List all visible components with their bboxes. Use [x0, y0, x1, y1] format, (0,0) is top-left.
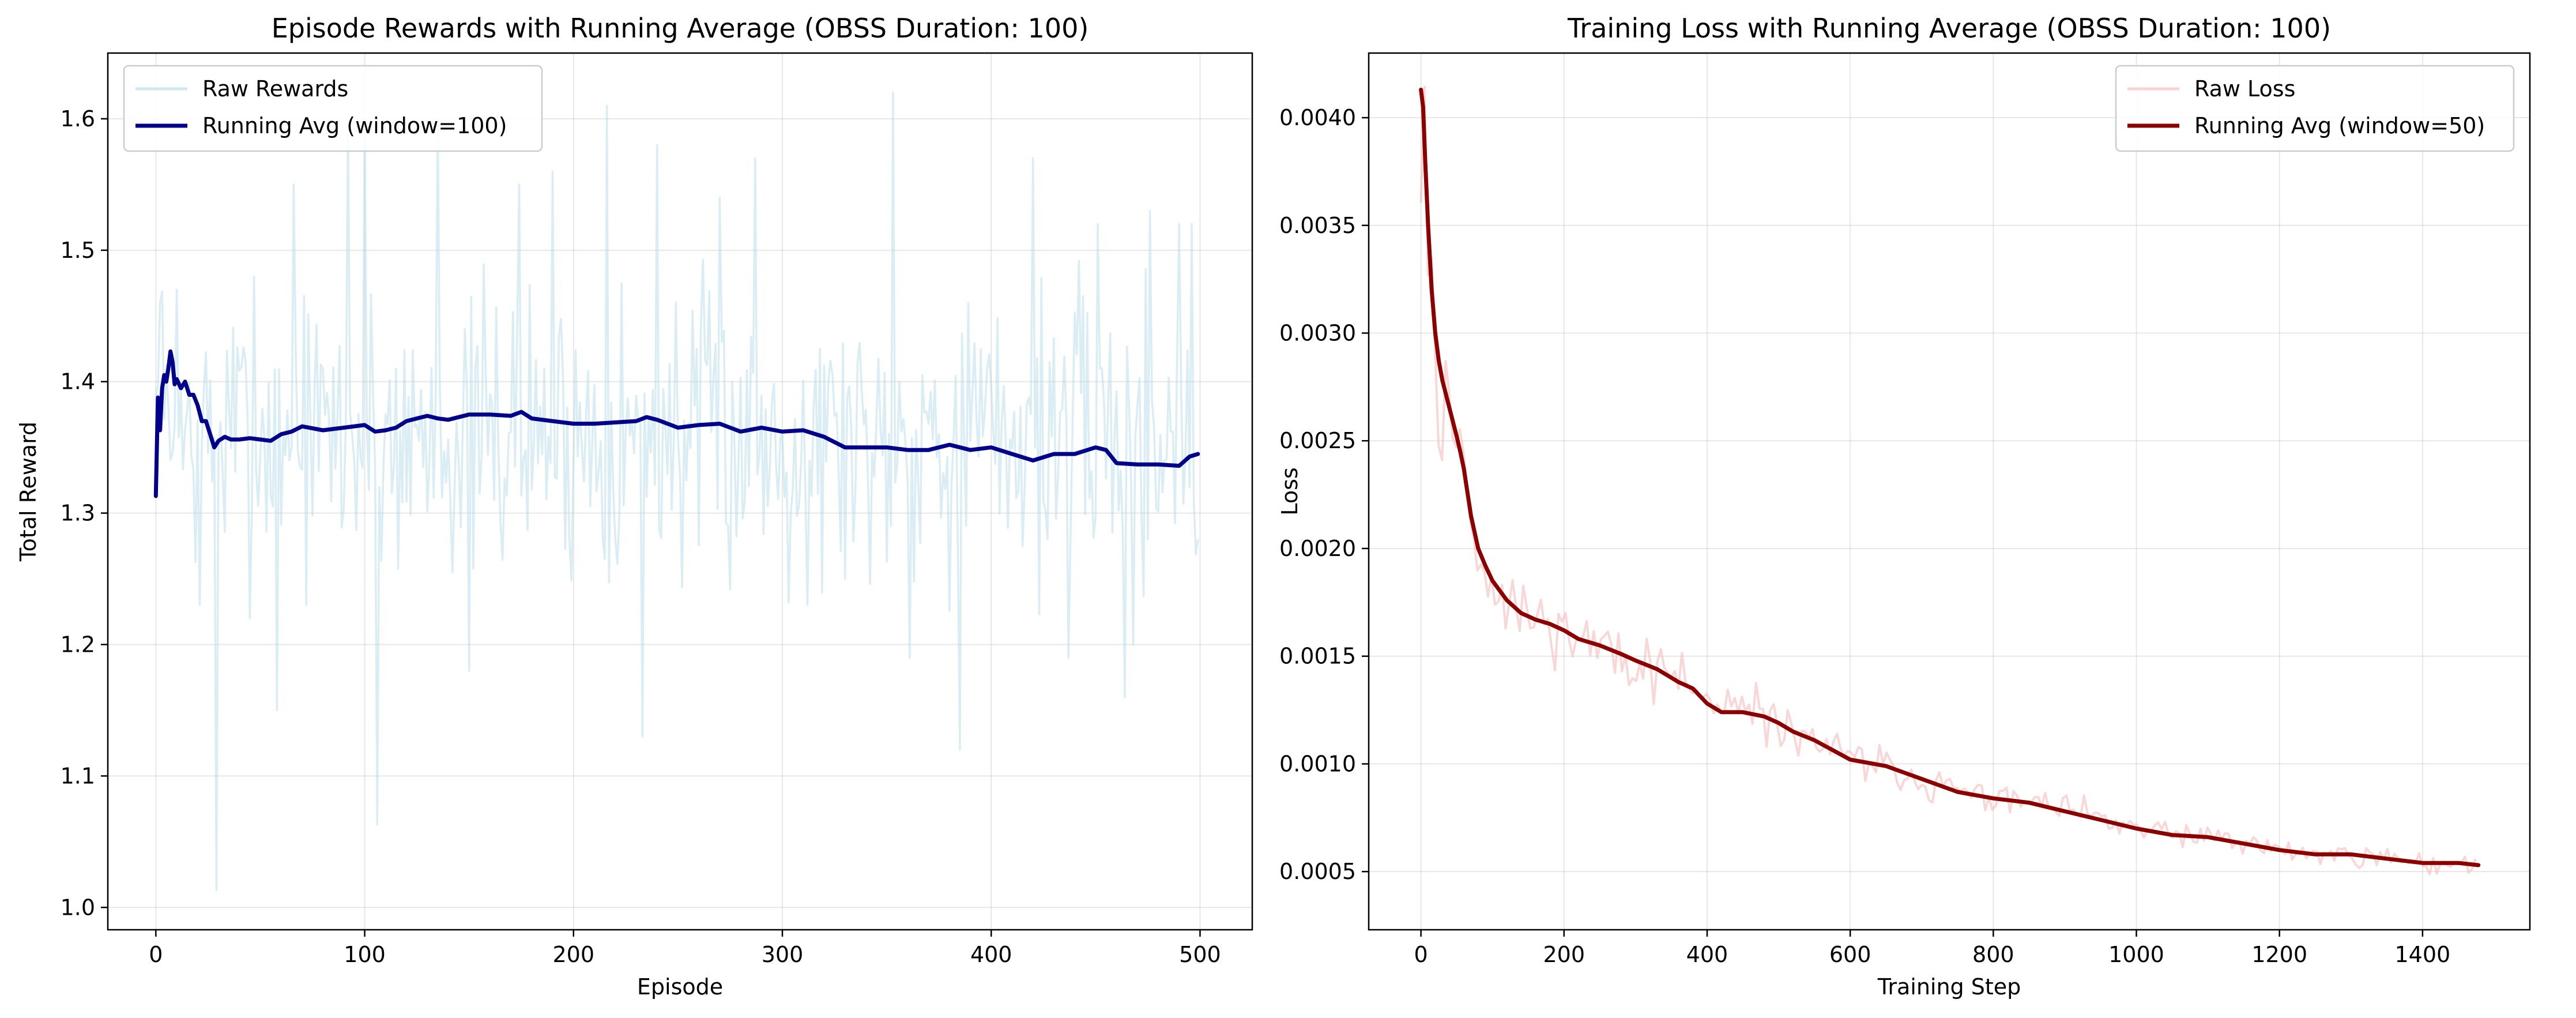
x-tick-label: 300 — [762, 942, 804, 967]
y-axis-label: Loss — [1277, 467, 1302, 515]
loss-chart-panel: 0 200 400 600 800 1000 1200 1400 0.0005 0.0010 0.0… — [1277, 13, 2531, 1000]
x-axis-label: Episode — [637, 974, 723, 1000]
x-tick-label: 800 — [1972, 942, 2014, 967]
y-tick-label: 1.1 — [61, 763, 95, 788]
legend-box — [123, 65, 543, 152]
x-tick-label: 0 — [149, 942, 163, 967]
x-tick-label: 0 — [1414, 942, 1428, 967]
axes-frame — [1368, 52, 2531, 931]
x-tick-label: 1400 — [2395, 942, 2451, 967]
x-tick-label: 100 — [344, 942, 386, 967]
rewards-chart-panel: 0 100 200 300 400 500 1.0 1.1 1.2 1.3 1.4 1.5 1.6 Epi… — [16, 13, 1253, 1000]
y-tick-label: 1.0 — [61, 895, 95, 920]
x-tick-label: 600 — [1829, 942, 1871, 967]
plot-area — [153, 91, 1200, 892]
x-tick-label: 200 — [552, 942, 594, 967]
y-tick-label: 0.0035 — [1279, 213, 1356, 238]
y-axis-label: Total Reward — [16, 422, 41, 562]
chart-title: Episode Rewards with Running Average (OB… — [272, 13, 1089, 44]
legend-avg-label: Running Avg (window=50) — [2194, 113, 2485, 138]
y-tick-label: 1.6 — [61, 106, 95, 132]
legend: Raw Loss Running Avg (window=50) — [2115, 65, 2515, 152]
plot-area — [1419, 85, 2481, 876]
running-average-line — [153, 349, 1200, 498]
y-tick-label: 1.4 — [61, 369, 95, 395]
legend-box — [2115, 65, 2515, 152]
legend-raw-label: Raw Rewards — [202, 76, 348, 102]
legend-avg-label: Running Avg (window=100) — [202, 113, 507, 138]
legend-raw-label: Raw Loss — [2194, 76, 2295, 102]
y-tick-label: 1.5 — [61, 238, 95, 263]
x-tick-label: 1000 — [2108, 942, 2164, 967]
x-tick-label: 200 — [1543, 942, 1585, 967]
y-tick-label: 1.2 — [61, 632, 95, 657]
y-tick-label: 0.0025 — [1279, 428, 1356, 453]
x-tick-label: 400 — [1686, 942, 1728, 967]
x-tick-label: 400 — [970, 942, 1012, 967]
y-tick-label: 0.0005 — [1279, 859, 1356, 884]
grid — [1369, 53, 2530, 930]
x-tick-label: 500 — [1179, 942, 1221, 967]
x-tick-label: 1200 — [2251, 942, 2307, 967]
axes-frame — [107, 52, 1253, 931]
grid — [108, 53, 1252, 930]
y-tick-label: 0.0010 — [1279, 751, 1356, 776]
y-tick-label: 1.3 — [61, 501, 95, 526]
y-tick-label: 0.0030 — [1279, 321, 1356, 346]
raw-series-line — [1419, 85, 2477, 876]
raw-series-line — [155, 91, 1199, 892]
chart-title: Training Loss with Running Average (OBSS… — [1567, 13, 2331, 44]
running-average-line — [1419, 88, 2481, 867]
legend: Raw Rewards Running Avg (window=100) — [123, 65, 543, 152]
y-tick-label: 0.0040 — [1279, 105, 1356, 130]
y-tick-label: 0.0015 — [1279, 644, 1356, 669]
x-axis-label: Training Step — [1877, 974, 2021, 1000]
y-tick-label: 0.0020 — [1279, 536, 1356, 561]
